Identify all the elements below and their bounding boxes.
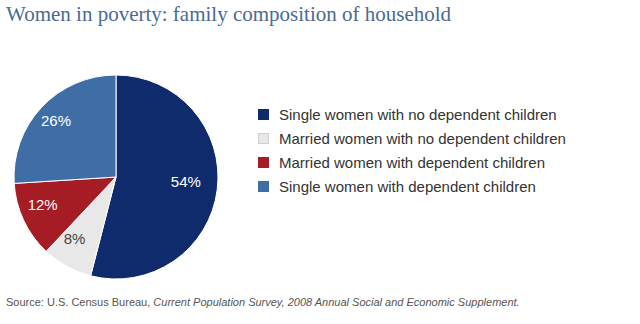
svg-text:8%: 8% bbox=[64, 230, 86, 247]
html-text:Single women with no dependent: Single women with no dependent children bbox=[279, 105, 557, 123]
html-text:Women in poverty: family compo: Women in poverty: family composition of … bbox=[6, 2, 452, 26]
html-text:Married women with dependent c: Married women with dependent children bbox=[279, 153, 545, 171]
html-text:Married women with no dependen: Married women with no dependent children bbox=[279, 129, 566, 147]
svg-text:26%: 26% bbox=[41, 112, 71, 129]
html-text:Single women with dependent ch: Single women with dependent children bbox=[279, 177, 536, 195]
html-text:Source: U.S. Census Bureau, Cu: Source: U.S. Census Bureau, Current Popu… bbox=[6, 296, 520, 308]
svg-text:12%: 12% bbox=[28, 196, 58, 213]
svg-text:54%: 54% bbox=[171, 173, 201, 190]
